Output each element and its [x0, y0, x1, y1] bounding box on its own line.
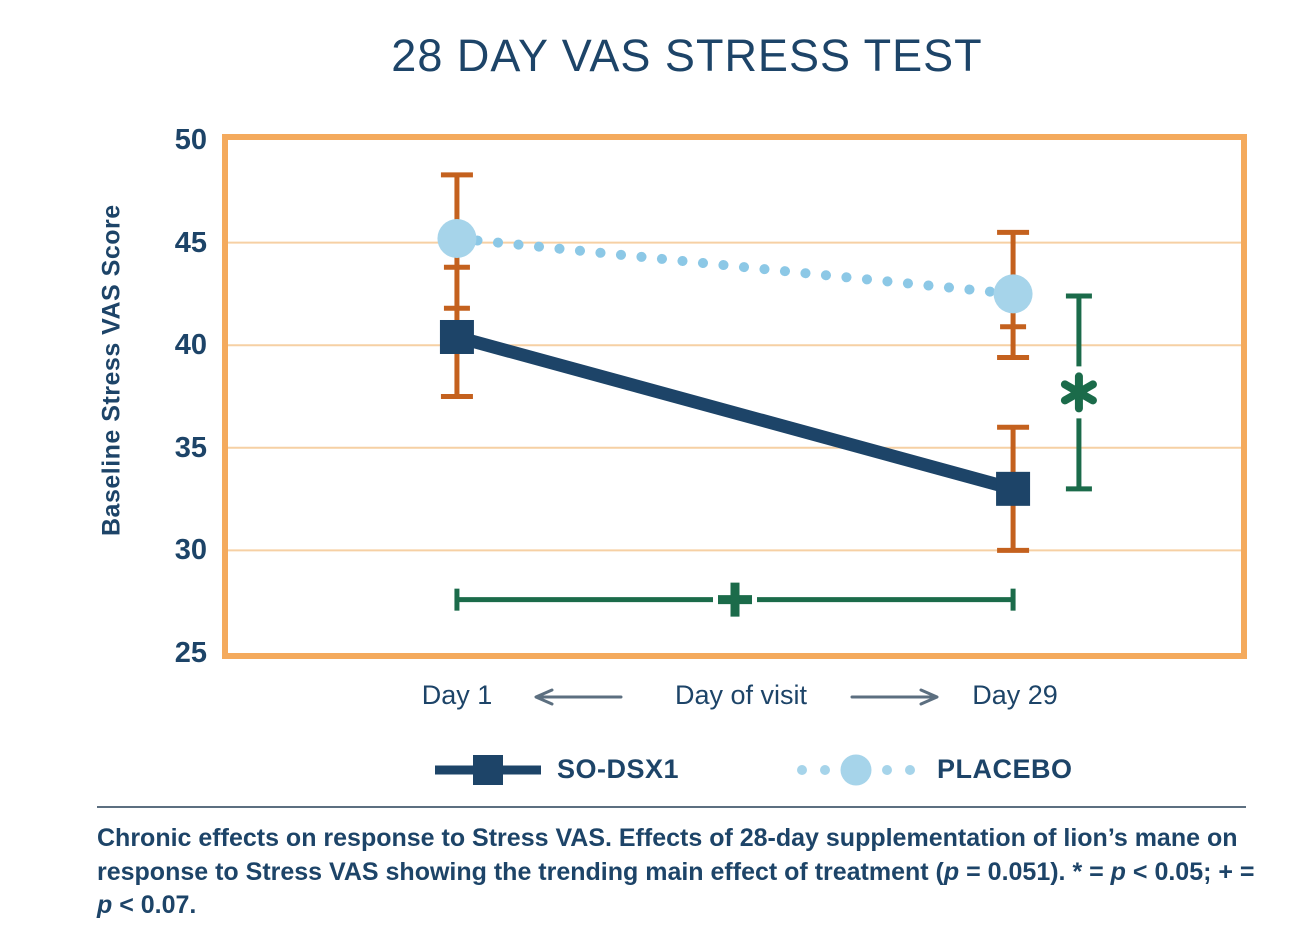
legend: SO-DSX1 PLACEBO: [0, 744, 1315, 796]
placebo-dotted-circle-icon: [797, 754, 915, 786]
chart-title: 28 DAY VAS STRESS TEST: [391, 30, 983, 81]
x-tick-day1: Day 1: [421, 680, 493, 710]
plot-area: [222, 134, 1247, 659]
y-tick-label: 25: [174, 637, 207, 669]
plot-svg: [228, 172, 1241, 617]
right-arrow-icon: [850, 688, 939, 706]
y-tick-label: 40: [174, 329, 207, 362]
y-tick-label: 35: [174, 431, 207, 464]
y-tick-label: 50: [174, 124, 207, 156]
x-axis: Day 1 Day of visit Day 29: [228, 674, 1241, 718]
x-axis-label: Day of visit: [674, 680, 808, 710]
y-axis-title: Baseline Stress VAS Score: [97, 204, 126, 536]
x-tick-day29: Day 29: [972, 680, 1058, 710]
y-tick-label: 45: [174, 226, 207, 259]
legend-label-placebo: PLACEBO: [937, 754, 1073, 784]
so-dsx1-line-square-icon: [435, 755, 541, 785]
caption-divider: [97, 806, 1246, 808]
figure-caption: Chronic effects on response to Stress VA…: [97, 824, 1255, 919]
legend-label-so-dsx1: SO-DSX1: [557, 754, 680, 784]
y-tick-label: 30: [174, 534, 207, 567]
left-arrow-icon: [534, 688, 623, 706]
